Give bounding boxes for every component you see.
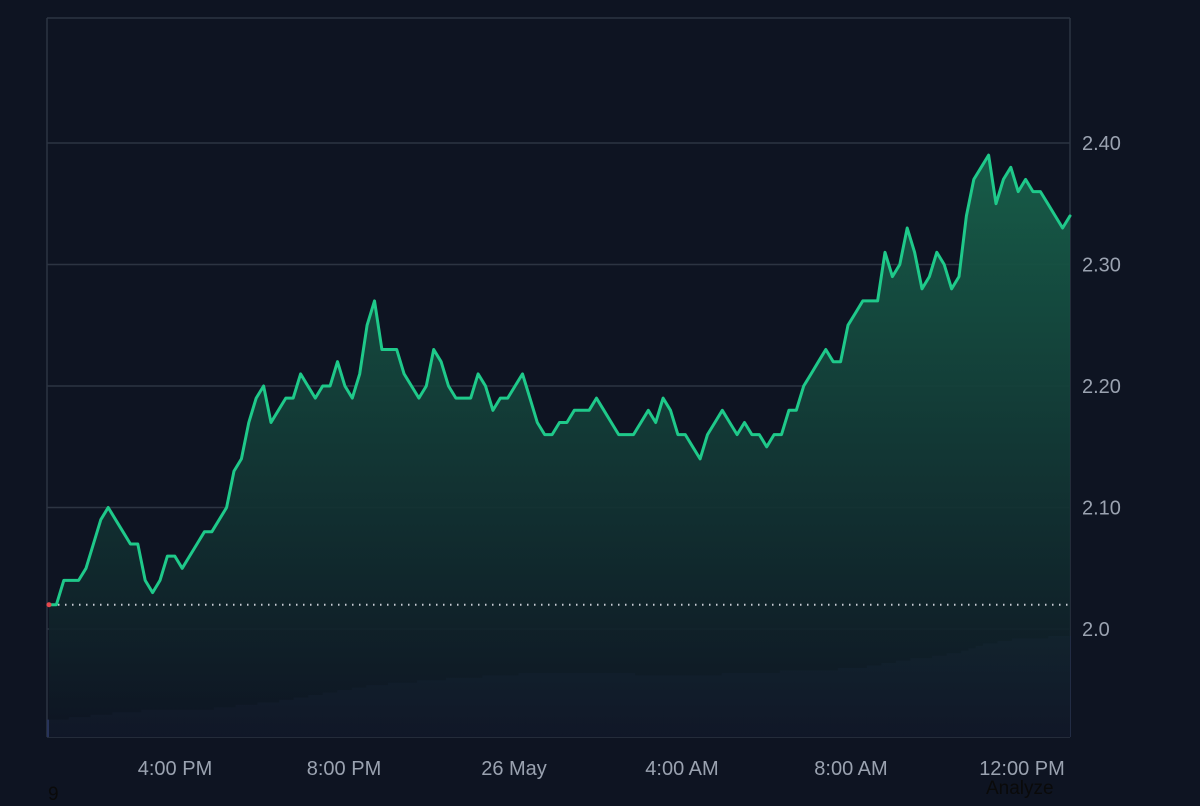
footer-left-label: 9 <box>48 784 59 805</box>
price-line <box>47 153 1072 607</box>
price-area <box>49 155 1070 738</box>
x-tick-label: 12:00 PM <box>979 758 1065 780</box>
start-marker <box>46 602 52 608</box>
x-tick-label: 4:00 PM <box>138 758 212 780</box>
y-tick-label: 2.20 <box>1082 376 1121 398</box>
y-tick-label: 2.0 <box>1082 619 1110 641</box>
x-axis: 4:00 PM 8:00 PM 26 May 4:00 AM 8:00 AM 12:00 … <box>138 758 1065 780</box>
analyze-link[interactable]: Analyze <box>986 778 1054 799</box>
price-area-fill <box>49 155 1070 738</box>
x-tick-label: 8:00 PM <box>307 758 381 780</box>
y-axis: 2.0 2.10 2.20 2.30 2.40 <box>1082 133 1121 641</box>
y-tick-label: 2.30 <box>1082 255 1121 277</box>
x-tick-label: 4:00 AM <box>645 758 718 780</box>
x-tick-label: 8:00 AM <box>814 758 887 780</box>
y-tick-label: 2.40 <box>1082 133 1121 155</box>
price-series <box>46 153 1072 608</box>
x-tick-label: 26 May <box>481 758 547 780</box>
y-tick-label: 2.10 <box>1082 498 1121 520</box>
